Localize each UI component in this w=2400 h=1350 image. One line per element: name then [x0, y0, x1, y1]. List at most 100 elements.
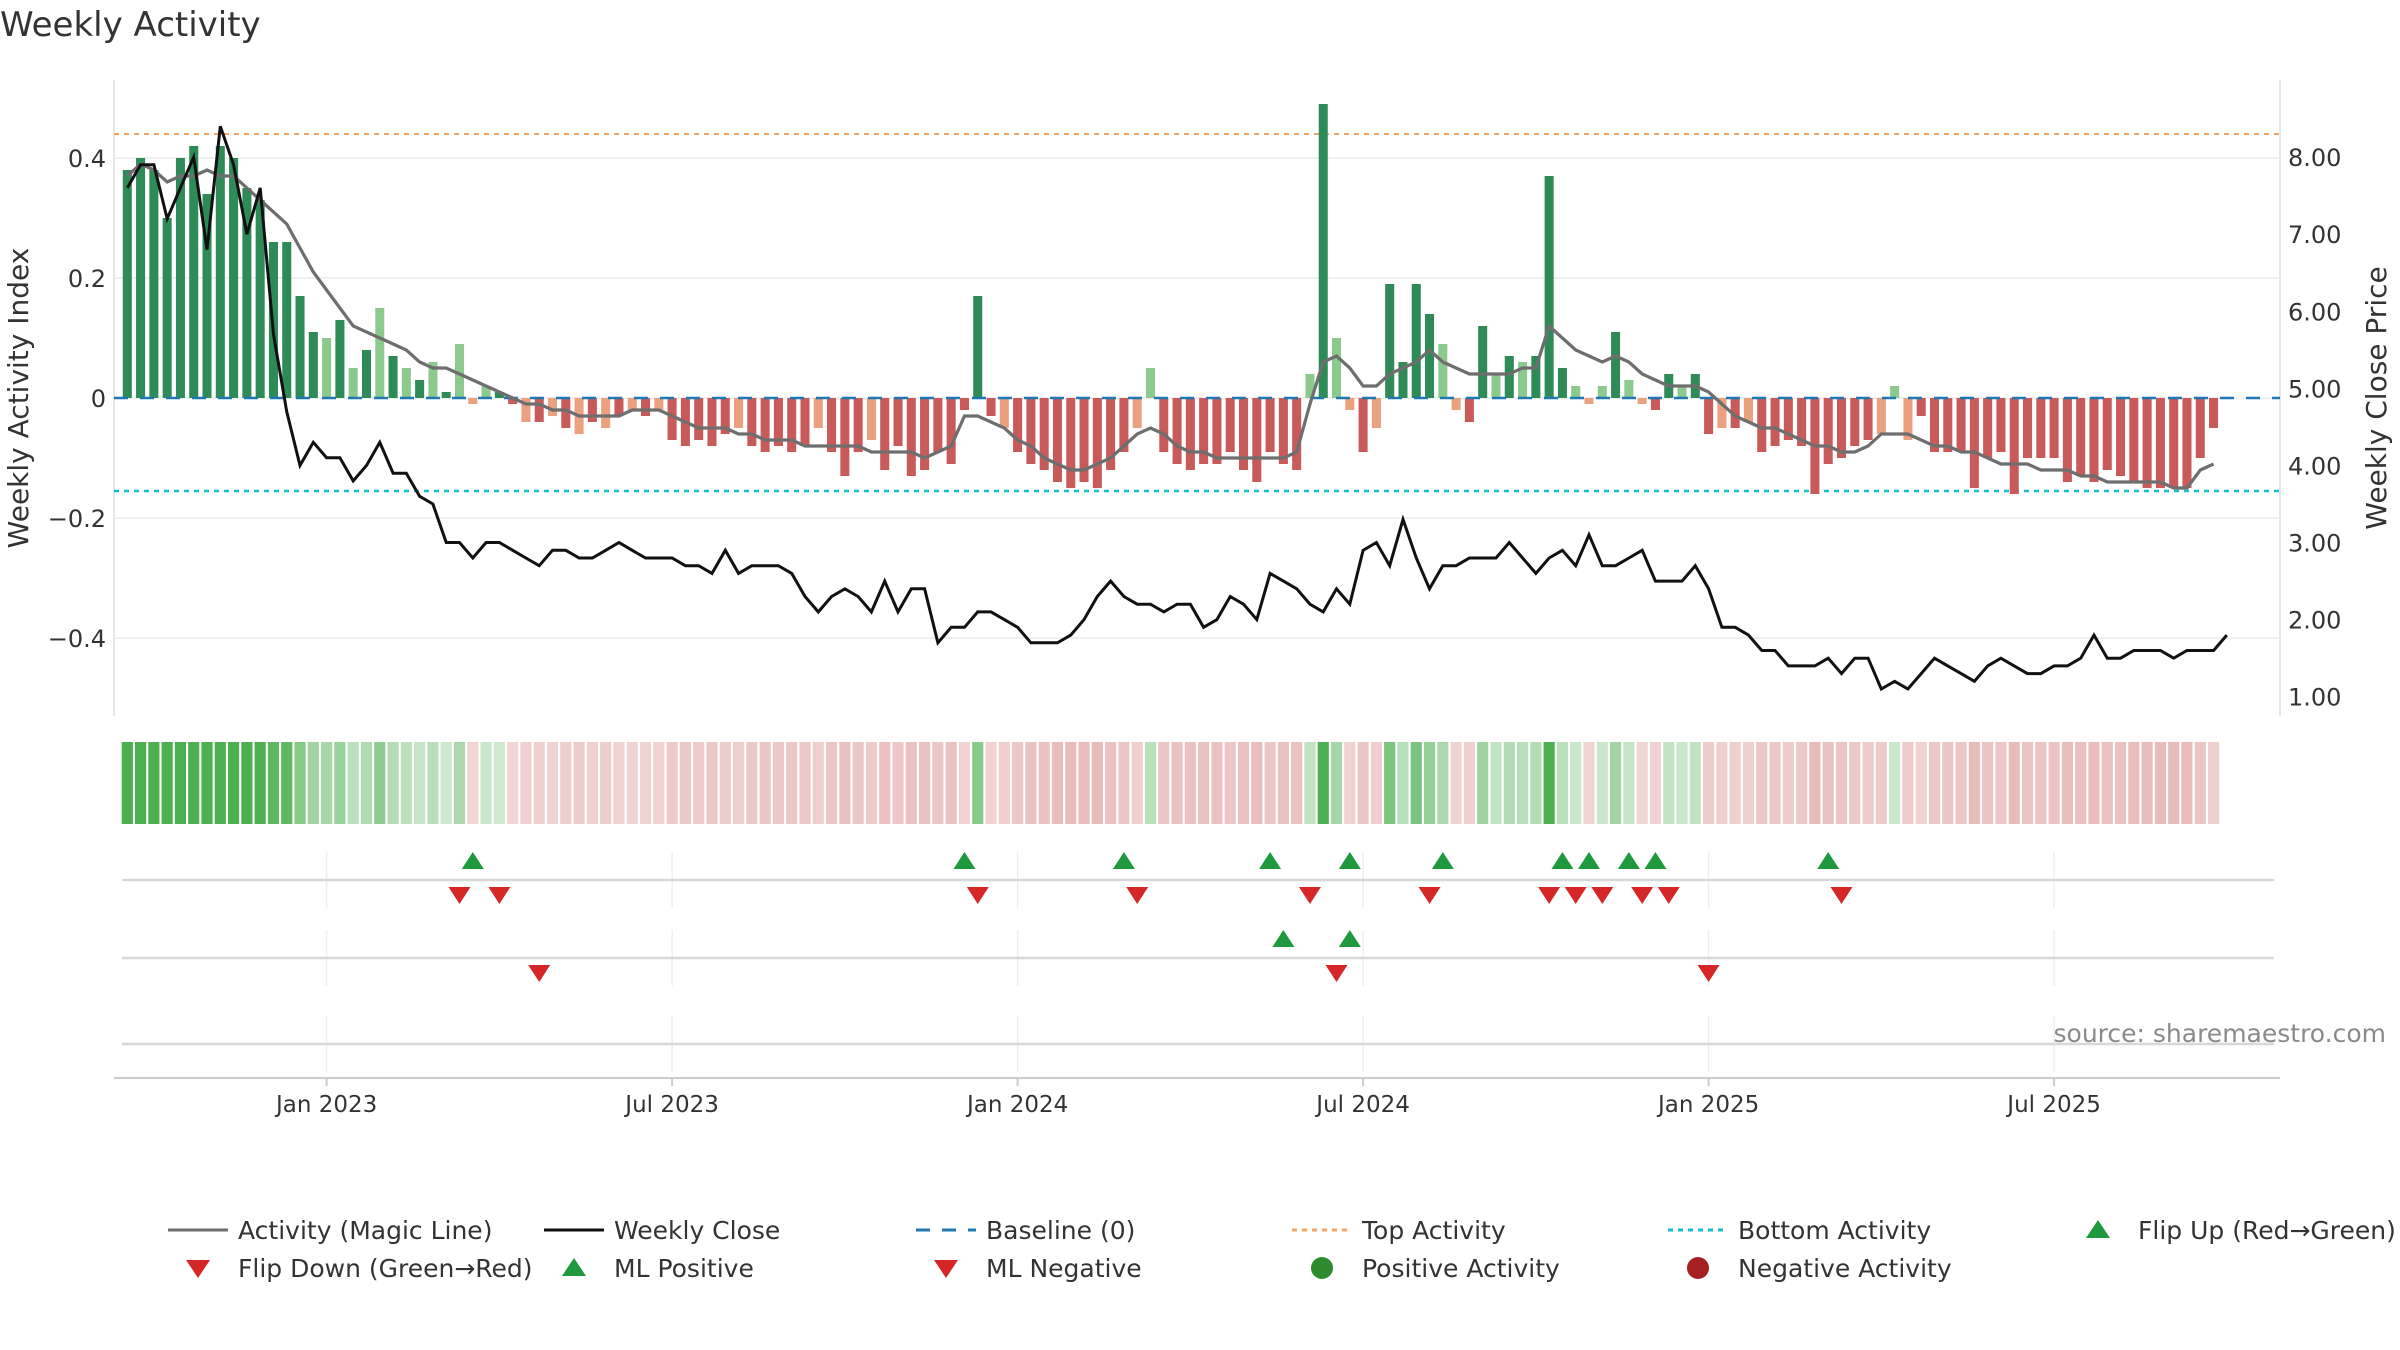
- strip-cell: [1902, 742, 1914, 824]
- strip-cell: [1317, 742, 1329, 824]
- strip-cell: [892, 742, 904, 824]
- strip-cell: [1769, 742, 1781, 824]
- right-tick-label: 4.00: [2288, 452, 2341, 480]
- strip-cell: [1822, 742, 1834, 824]
- strip-cell: [1623, 742, 1635, 824]
- activity-bar: [601, 398, 611, 428]
- activity-bar: [1026, 398, 1036, 464]
- activity-bar: [308, 332, 318, 398]
- activity-bar: [720, 398, 730, 434]
- strip-cell: [1211, 742, 1223, 824]
- strip-cell: [985, 742, 997, 824]
- strip-cell: [799, 742, 811, 824]
- strip-cell: [1277, 742, 1289, 824]
- activity-bar: [1398, 362, 1408, 398]
- strip-cell: [2114, 742, 2127, 824]
- flip-up-marker: [1551, 852, 1574, 869]
- strip-cell: [1610, 742, 1622, 824]
- flip-down-marker: [1298, 887, 1321, 904]
- legend-label: Activity (Magic Line): [238, 1216, 492, 1245]
- strip-cell: [546, 742, 559, 824]
- activity-bar: [1903, 398, 1913, 440]
- strip-cell: [1025, 742, 1037, 824]
- activity-bar: [202, 194, 212, 398]
- flip-marker-rows: [122, 852, 2274, 1072]
- strip-cell: [1184, 742, 1196, 824]
- activity-bar: [1066, 398, 1076, 488]
- activity-bar: [468, 398, 478, 404]
- activity-bar: [282, 242, 292, 398]
- strip-cell: [653, 742, 665, 824]
- activity-bar: [2076, 398, 2086, 476]
- strip-cell: [1530, 742, 1542, 824]
- strip-cell: [1596, 742, 1608, 824]
- activity-bar: [1079, 398, 1089, 482]
- strip-cell: [427, 742, 439, 824]
- activity-bar: [2009, 398, 2019, 494]
- activity-bar: [1797, 398, 1807, 446]
- strip-cell: [1729, 742, 1741, 824]
- flip-down-marker: [1591, 887, 1614, 904]
- strip-cell: [2141, 742, 2153, 824]
- activity-bar: [215, 146, 225, 398]
- activity-bar: [1252, 398, 1262, 482]
- strip-cell: [1051, 742, 1064, 824]
- strip-cell: [507, 742, 519, 824]
- activity-bar: [1145, 368, 1156, 398]
- x-tick-label: Jan 2025: [1656, 1092, 1759, 1118]
- flip-up-marker: [953, 852, 976, 869]
- strip-cell: [586, 742, 598, 824]
- activity-bar: [1969, 398, 1979, 488]
- activity-bar: [1850, 398, 1860, 446]
- activity-bar: [1478, 326, 1488, 398]
- activity-bar: [1371, 398, 1381, 428]
- strip-cell: [267, 742, 280, 824]
- activity-bar: [1106, 398, 1116, 470]
- activity-bar: [2049, 398, 2059, 458]
- left-tick-label: 0.2: [68, 265, 106, 293]
- activity-bar: [1637, 398, 1647, 404]
- strip-cell: [1078, 742, 1090, 824]
- legend-label: Negative Activity: [1738, 1254, 1952, 1283]
- strip-cell: [1264, 742, 1276, 824]
- strip-cell: [1556, 742, 1569, 824]
- activity-bar: [2209, 398, 2219, 428]
- strip-cell: [1370, 742, 1382, 824]
- legend-label: Top Activity: [1361, 1216, 1506, 1245]
- activity-bar: [2089, 398, 2099, 482]
- strip-cell: [1543, 742, 1555, 824]
- activity-magic-line: [126, 162, 2215, 490]
- flip-down-marker: [488, 887, 511, 904]
- strip-cell: [1012, 742, 1024, 824]
- flip-down-marker: [1564, 887, 1587, 904]
- strip-cell: [1291, 742, 1303, 824]
- strip-cell: [719, 742, 731, 824]
- activity-bar: [175, 158, 185, 398]
- right-tick-label: 1.00: [2288, 684, 2341, 712]
- strip-cell: [2168, 742, 2180, 824]
- strip-cell: [400, 742, 412, 824]
- activity-bar: [1531, 356, 1541, 398]
- strip-cell: [1570, 742, 1582, 824]
- strip-cell: [533, 742, 545, 824]
- strip-cell: [334, 742, 346, 824]
- activity-bar: [2129, 398, 2139, 482]
- activity-bar: [2195, 398, 2205, 458]
- activity-bar: [1358, 398, 1368, 452]
- strip-cell: [1304, 742, 1316, 824]
- activity-bar: [1464, 398, 1474, 422]
- activity-bar: [1557, 368, 1567, 398]
- left-axis-label: Weekly Activity Index: [2, 248, 35, 549]
- strip-cell: [1091, 742, 1103, 824]
- strip-cell: [1689, 742, 1701, 824]
- strip-cell: [839, 742, 851, 824]
- activity-bar: [1743, 398, 1753, 422]
- legend-label: Baseline (0): [986, 1216, 1135, 1245]
- activity-bar: [2102, 398, 2112, 470]
- activity-bar: [760, 398, 770, 452]
- strip-cell: [1118, 742, 1130, 824]
- strip-cell: [666, 742, 678, 824]
- right-tick-label: 3.00: [2288, 530, 2341, 558]
- activity-bar: [534, 398, 544, 422]
- activity-bar: [1717, 398, 1727, 428]
